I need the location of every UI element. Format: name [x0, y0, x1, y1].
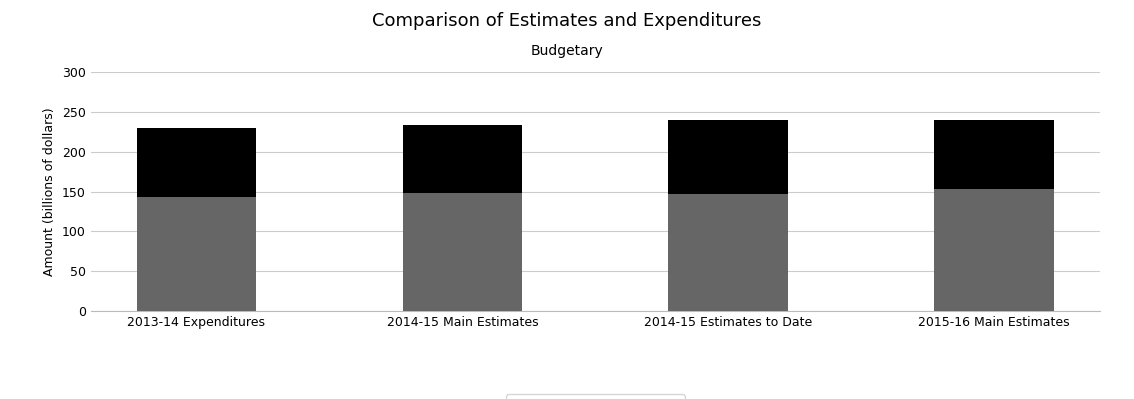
Bar [403, 125, 523, 193]
Text: Budgetary: Budgetary [531, 44, 603, 58]
Bar [136, 128, 256, 197]
Y-axis label: Amount (billions of dollars): Amount (billions of dollars) [43, 107, 57, 276]
Text: Comparison of Estimates and Expenditures: Comparison of Estimates and Expenditures [372, 12, 762, 30]
Bar [934, 120, 1055, 189]
Bar [934, 189, 1055, 311]
Bar [136, 197, 256, 311]
Legend: Voted, Statutory: Voted, Statutory [506, 394, 685, 399]
Bar [668, 120, 788, 194]
Bar [403, 193, 523, 311]
Bar [668, 194, 788, 311]
